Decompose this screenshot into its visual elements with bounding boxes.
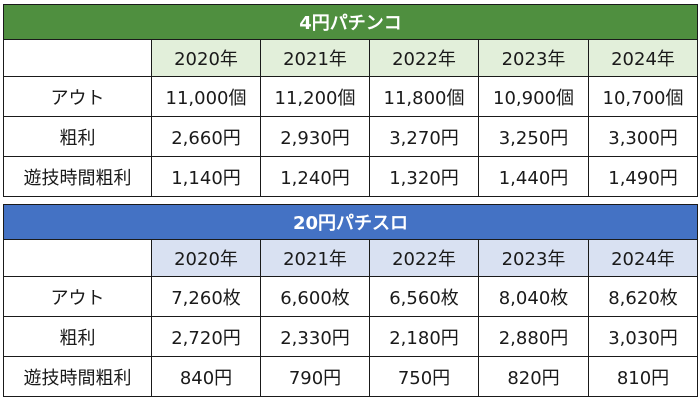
table-cell: 3,250円	[478, 116, 589, 157]
table-row: アウト 7,260枚 6,600枚 6,560枚 8,040枚 8,620枚	[3, 276, 698, 317]
year-header: 2023年	[478, 39, 589, 77]
year-header: 2024年	[588, 239, 698, 277]
year-header: 2021年	[260, 39, 370, 77]
table-cell: 2,180円	[369, 316, 479, 357]
table-cell: 8,040枚	[478, 276, 589, 317]
table-cell: 1,440円	[478, 156, 589, 197]
year-header: 2024年	[587, 39, 699, 77]
row-label: 粗利	[3, 316, 152, 357]
table-row: 遊技時間粗利 1,140円 1,240円 1,320円 1,440円 1,490…	[3, 156, 699, 197]
table-cell: 6,560枚	[369, 276, 479, 317]
table-row: 遊技時間粗利 840円 790円 750円 820円 810円	[3, 356, 698, 397]
table-cell: 11,800個	[369, 76, 479, 117]
table-cell: 2,930円	[260, 116, 370, 157]
table-cell: 1,490円	[587, 156, 699, 197]
table-row: アウト 11,000個 11,200個 11,800個 10,900個 10,7…	[3, 76, 699, 117]
table-cell: 11,200個	[260, 76, 370, 117]
table-cell: 3,270円	[369, 116, 479, 157]
table-cell: 2,660円	[151, 116, 261, 157]
corner-cell	[3, 39, 152, 77]
year-header: 2020年	[151, 39, 261, 77]
table-cell: 2,330円	[260, 316, 370, 357]
year-header: 2022年	[369, 39, 479, 77]
table-cell: 11,000個	[151, 76, 261, 117]
table-cell: 790円	[260, 356, 370, 397]
table-row: 粗利 2,660円 2,930円 3,270円 3,250円 3,300円	[3, 116, 699, 157]
row-label: 遊技時間粗利	[3, 356, 152, 397]
table-cell: 3,300円	[587, 116, 699, 157]
header-row: 2020年 2021年 2022年 2023年 2024年	[3, 239, 698, 277]
table-cell: 1,240円	[260, 156, 370, 197]
table-title: 4円パチンコ	[2, 4, 699, 40]
slot-table: 20円パチスロ 2020年 2021年 2022年 2023年 2024年 アウ…	[3, 204, 698, 397]
header-row: 2020年 2021年 2022年 2023年 2024年	[3, 39, 699, 77]
table-cell: 10,700個	[587, 76, 699, 117]
year-header: 2023年	[478, 239, 589, 277]
pachinko-table: 4円パチンコ 2020年 2021年 2022年 2023年 2024年 アウト…	[2, 4, 699, 197]
table-cell: 3,030円	[588, 316, 698, 357]
corner-cell	[3, 239, 152, 277]
table-cell: 750円	[369, 356, 479, 397]
table-cell: 2,720円	[151, 316, 261, 357]
table-cell: 810円	[588, 356, 698, 397]
row-label: アウト	[3, 276, 152, 317]
row-label: 粗利	[3, 116, 152, 157]
table-cell: 10,900個	[478, 76, 589, 117]
row-label: 遊技時間粗利	[3, 156, 152, 197]
table-title: 20円パチスロ	[3, 204, 698, 240]
table-cell: 7,260枚	[151, 276, 261, 317]
table-cell: 1,140円	[151, 156, 261, 197]
table-cell: 6,600枚	[260, 276, 370, 317]
table-cell: 8,620枚	[588, 276, 698, 317]
row-label: アウト	[3, 76, 152, 117]
table-cell: 820円	[478, 356, 589, 397]
year-header: 2021年	[260, 239, 370, 277]
year-header: 2020年	[151, 239, 261, 277]
table-cell: 2,880円	[478, 316, 589, 357]
table-cell: 1,320円	[369, 156, 479, 197]
table-cell: 840円	[151, 356, 261, 397]
table-row: 粗利 2,720円 2,330円 2,180円 2,880円 3,030円	[3, 316, 698, 357]
year-header: 2022年	[369, 239, 479, 277]
